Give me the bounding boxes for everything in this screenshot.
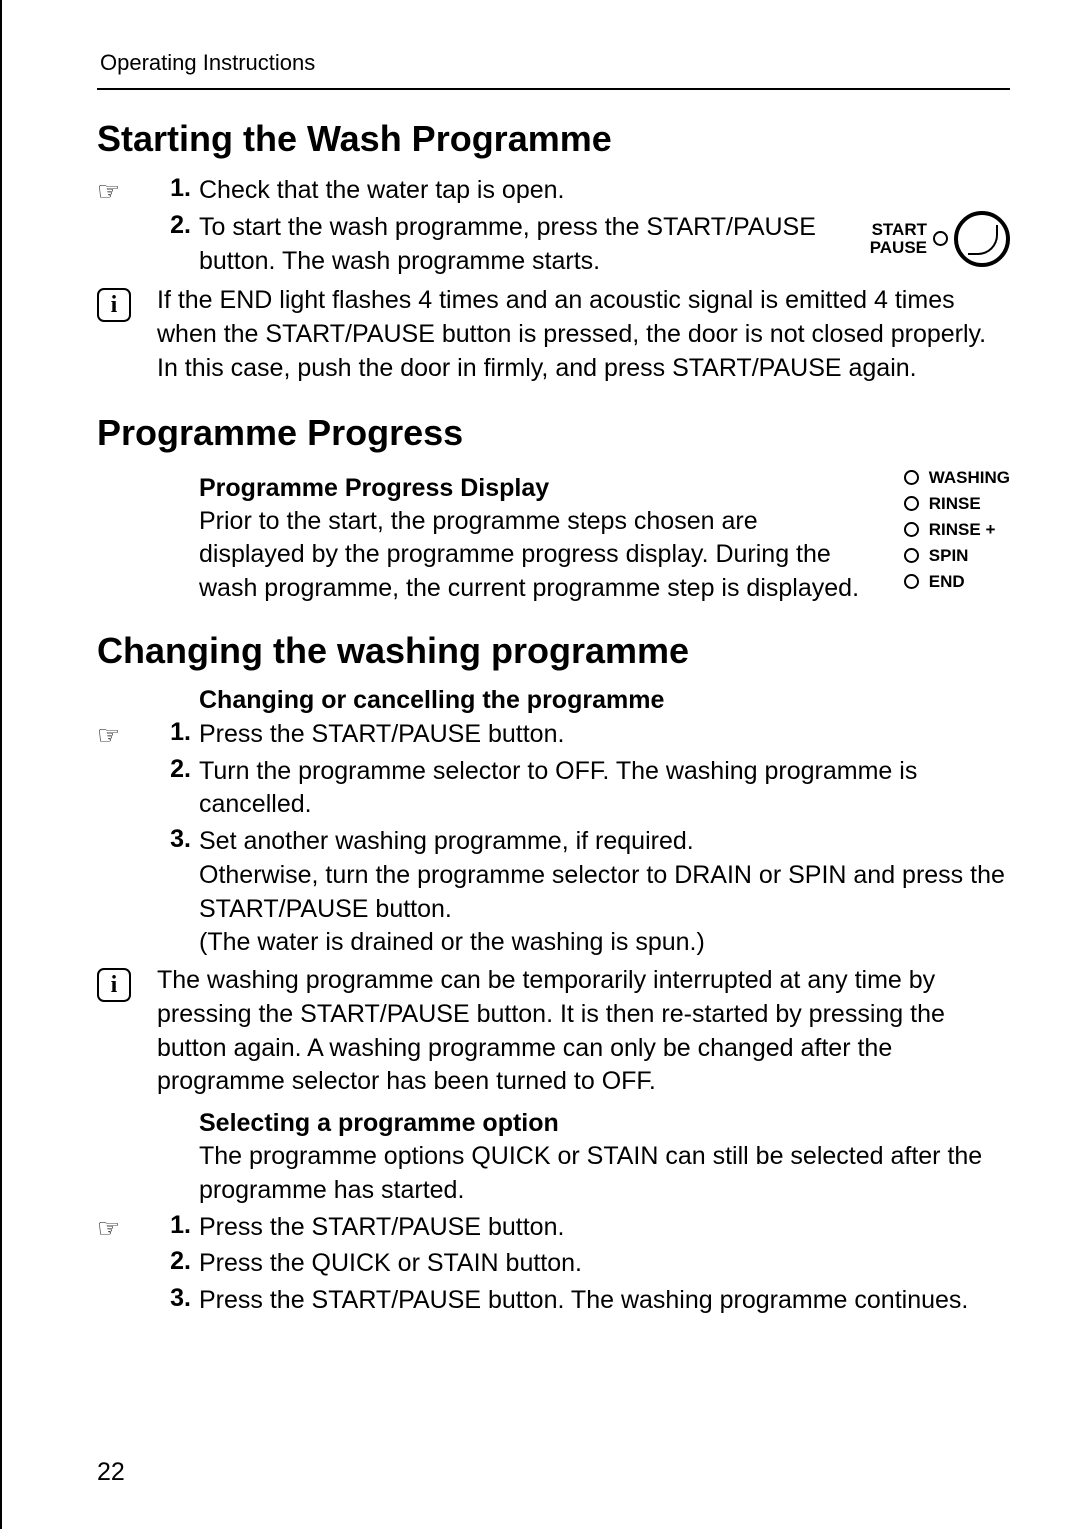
progress-led-row: RINSE + [904,520,1010,540]
step-number: 2. [157,211,199,240]
step-text: START PAUSE To start the wash programme,… [199,211,1010,279]
step-number: 1. [157,1211,199,1240]
step-number: 1. [157,174,199,203]
led-icon [933,231,948,246]
sub-heading: Selecting a programme option [199,1109,1010,1138]
led-label: END [929,572,965,592]
info-icon: i [97,968,131,1002]
button-graphic [954,211,1010,267]
heading-changing: Changing the washing programme [97,630,1010,672]
led-label: WASHING [929,468,1010,488]
info-icon: i [97,288,131,322]
running-head: Operating Instructions [100,50,1010,76]
progress-text: Prior to the start, the programme steps … [199,505,866,606]
info-row: i The washing programme can be temporari… [97,964,1010,1099]
progress-led-list: WASHING RINSE RINSE + SPIN END [904,468,1010,592]
heading-starting: Starting the Wash Programme [97,118,1010,160]
led-label: SPIN [929,546,969,566]
hand-icon: ☞ [97,722,120,748]
step-text: Press the QUICK or STAIN button. [199,1247,1010,1281]
progress-led-row: END [904,572,1010,592]
step-text: Set another washing programme, if requir… [199,825,1010,960]
label-pause: PAUSE [870,239,927,257]
progress-block: Programme Progress Display Prior to the … [199,468,1010,606]
led-icon [904,470,919,485]
step-row: ☞ 1. Press the START/PAUSE button. [97,1211,1010,1245]
option-text: The programme options QUICK or STAIN can… [199,1140,1010,1208]
start-pause-graphic: START PAUSE [870,211,1010,267]
step-number: 3. [157,1284,199,1313]
label-start: START [872,221,927,239]
step-text: Press the START/PAUSE button. [199,718,1010,752]
step-row: 2. Press the QUICK or STAIN button. [97,1247,1010,1281]
step-row: 3. Set another washing programme, if req… [97,825,1010,960]
heading-progress: Programme Progress [97,412,1010,454]
step-number: 2. [157,755,199,784]
step-text: Press the START/PAUSE button. The washin… [199,1284,1010,1318]
info-row: i If the END light flashes 4 times and a… [97,284,1010,385]
led-icon [904,522,919,537]
step-row: 2. Turn the programme selector to OFF. T… [97,755,1010,823]
step-number: 1. [157,718,199,747]
progress-led-row: RINSE [904,494,1010,514]
led-label: RINSE [929,494,981,514]
led-icon [904,574,919,589]
led-label: RINSE + [929,520,996,540]
step-row: ☞ 1. Press the START/PAUSE button. [97,718,1010,752]
step-text: Check that the water tap is open. [199,174,1010,208]
progress-led-row: SPIN [904,546,1010,566]
info-text: If the END light flashes 4 times and an … [157,284,1010,385]
step-row: 2. START PAUSE To start the wash program… [97,211,1010,279]
led-icon [904,496,919,511]
led-icon [904,548,919,563]
step-row: ☞ 1. Check that the water tap is open. [97,174,1010,208]
hand-icon: ☞ [97,178,120,204]
page-container: Operating Instructions Starting the Wash… [0,0,1080,1529]
header-rule [97,88,1010,90]
option-block: Selecting a programme option The program… [199,1109,1010,1208]
sub-heading: Programme Progress Display [199,474,866,503]
step-number: 2. [157,1247,199,1276]
info-text: The washing programme can be temporarily… [157,964,1010,1099]
sub-heading: Changing or cancelling the programme [199,686,1010,715]
step-text-span: To start the wash programme, press the S… [199,213,816,275]
hand-icon: ☞ [97,1215,120,1241]
step-row: 3. Press the START/PAUSE button. The was… [97,1284,1010,1318]
page-number: 22 [97,1458,125,1487]
step-text: Press the START/PAUSE button. [199,1211,1010,1245]
progress-led-row: WASHING [904,468,1010,488]
step-number: 3. [157,825,199,854]
step-text: Turn the programme selector to OFF. The … [199,755,1010,823]
